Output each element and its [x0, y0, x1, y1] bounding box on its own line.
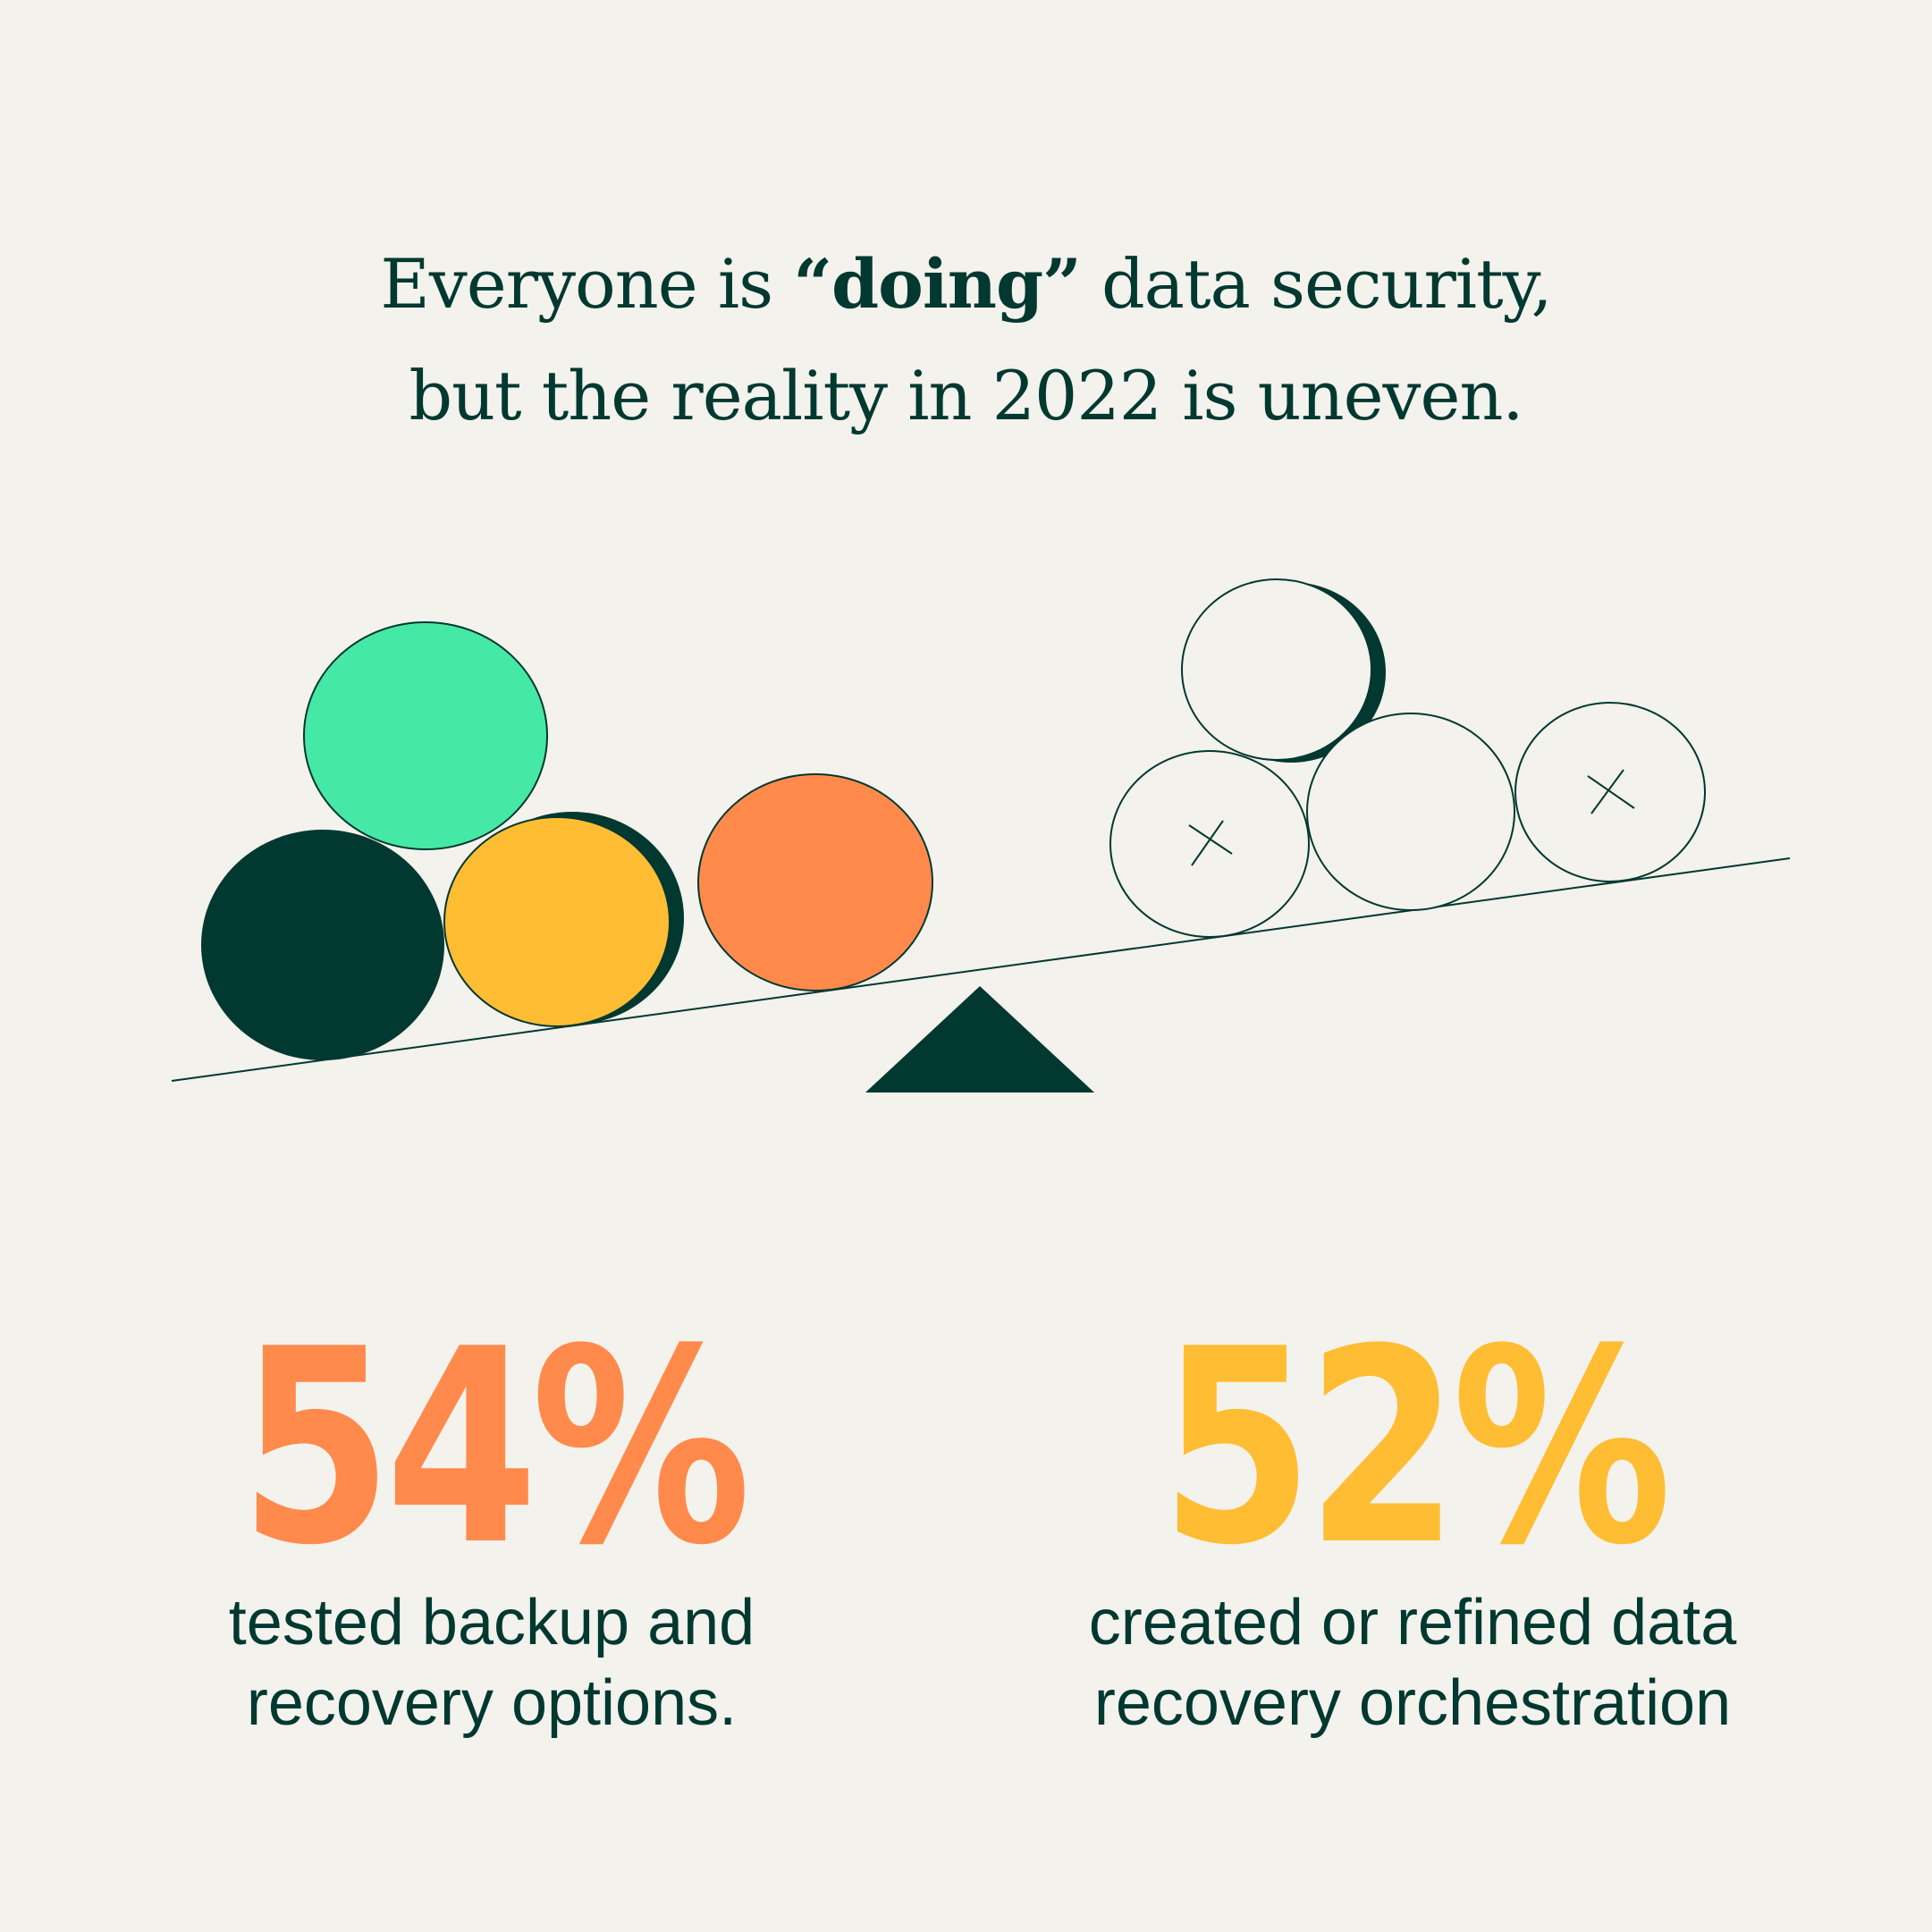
stat-caption-line: tested backup and — [228, 1587, 755, 1658]
stat-caption: created or refined data recovery orchest… — [966, 1582, 1860, 1743]
headline-text: Everyone is — [380, 244, 794, 324]
headline-text: data security, — [1080, 244, 1553, 324]
outline-ball — [1306, 713, 1515, 911]
outline-ball-top — [1181, 578, 1372, 761]
stat-caption-line: created or refined data — [1088, 1587, 1737, 1658]
headline-emphasis: “doing” — [793, 244, 1082, 324]
seesaw-plank — [171, 857, 1791, 1082]
dark-green-ball — [201, 830, 444, 1060]
stat-recovery-orchestration: 52% created or refined data recovery orc… — [966, 1314, 1860, 1743]
x-mark-icon — [1188, 820, 1233, 866]
headline-line-1: Everyone is “doing” data security, — [0, 228, 1932, 340]
green-ball — [303, 621, 548, 850]
fulcrum-triangle — [865, 986, 1094, 1093]
stat-caption-line: recovery options. — [246, 1667, 738, 1739]
outline-ball-crossed — [1109, 750, 1310, 938]
stat-value: 54% — [239, 1292, 751, 1604]
headline-line-2: but the reality in 2022 is uneven. — [409, 356, 1523, 435]
x-mark-icon — [1587, 769, 1635, 814]
stat-caption: tested backup and recovery options. — [80, 1582, 903, 1743]
stat-value: 52% — [1160, 1292, 1672, 1604]
yellow-ball — [443, 816, 671, 1027]
orange-ball — [697, 773, 933, 991]
stat-tested-backup: 54% tested backup and recovery options. — [80, 1314, 903, 1743]
headline: Everyone is “doing” data security, but t… — [0, 228, 1932, 451]
stat-caption-line: recovery orchestration — [1093, 1667, 1732, 1739]
